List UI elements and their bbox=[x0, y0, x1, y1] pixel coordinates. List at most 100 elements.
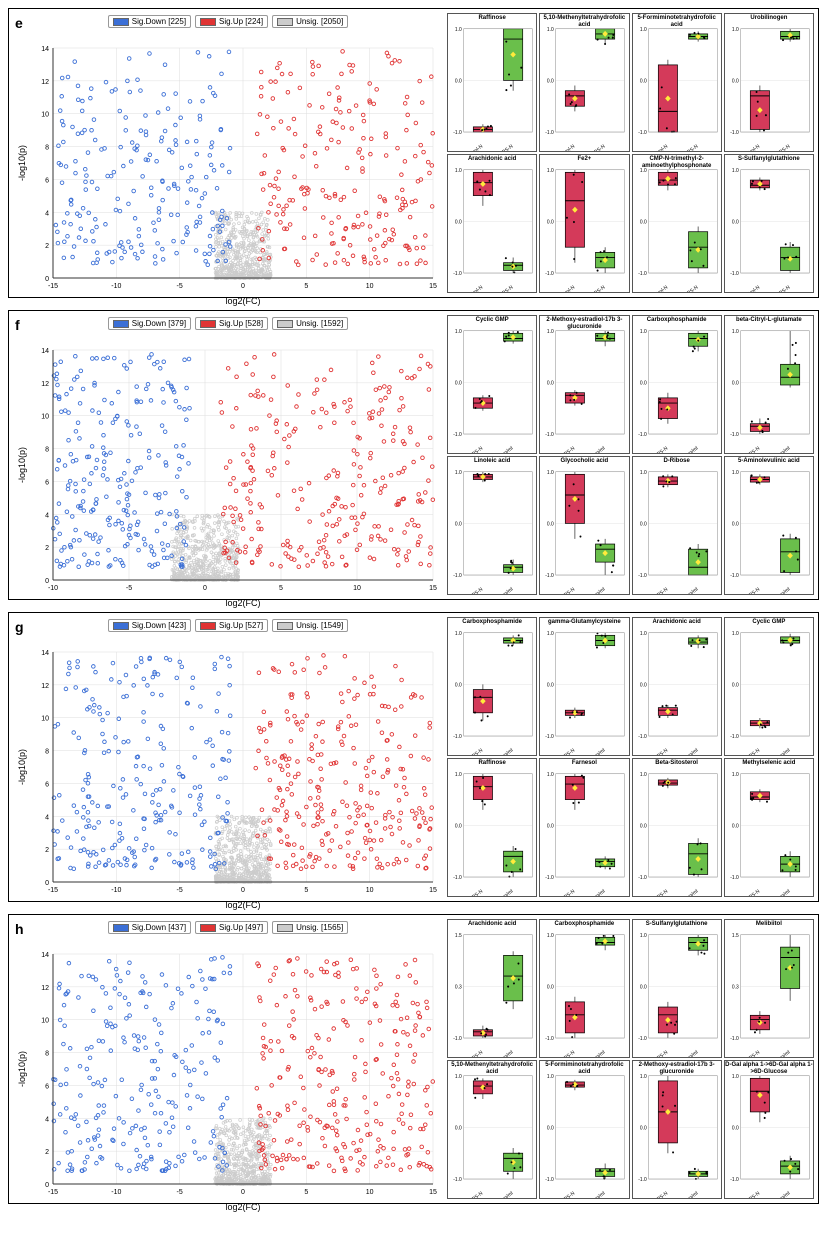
svg-text:2: 2 bbox=[45, 847, 49, 854]
svg-text:-1.0: -1.0 bbox=[546, 271, 555, 277]
boxplot-title: beta-Citryl-L-glutamate bbox=[725, 317, 813, 324]
svg-text:0.0: 0.0 bbox=[547, 521, 554, 527]
boxplot: Arachidonic acid-1.00.31.5LPS-NLPS+30ug/… bbox=[447, 919, 537, 1058]
svg-text:-1.0: -1.0 bbox=[730, 271, 739, 277]
boxplot: S-Sulfanylglutathione-1.00.01.0Control-N… bbox=[724, 154, 814, 293]
svg-text:12: 12 bbox=[41, 683, 49, 690]
svg-text:-1.0: -1.0 bbox=[730, 875, 739, 881]
svg-text:LPS-N: LPS-N bbox=[591, 143, 606, 151]
svg-text:LPS+0.3ug/ml: LPS+0.3ug/ml bbox=[578, 586, 607, 594]
boxplot-title: Beta-Sitosterol bbox=[633, 760, 721, 767]
boxplot-title: Farnesol bbox=[540, 760, 628, 767]
svg-text:0.0: 0.0 bbox=[547, 380, 554, 386]
svg-text:1.0: 1.0 bbox=[732, 168, 739, 174]
legend-down: Sig.Down [423] bbox=[108, 619, 191, 632]
svg-text:1.0: 1.0 bbox=[639, 329, 646, 335]
legend-unsig: Unsig. [2050] bbox=[272, 15, 348, 28]
svg-text:-1.0: -1.0 bbox=[546, 875, 555, 881]
svg-text:10: 10 bbox=[366, 887, 374, 894]
svg-text:0.0: 0.0 bbox=[639, 219, 646, 225]
boxplot: Carboxphosphamide-1.00.01.0LPS-NLPS+0.3u… bbox=[632, 315, 722, 454]
boxplot: beta-Citryl-L-glutamate-1.00.01.0LPS-NLP… bbox=[724, 315, 814, 454]
svg-text:LPS+0.3ug/ml: LPS+0.3ug/ml bbox=[486, 586, 515, 594]
svg-text:0.0: 0.0 bbox=[455, 823, 462, 829]
boxplot-grid: Carboxphosphamide -1.0 0.0 1.0 LPS-N LPS+3ug/… bbox=[447, 617, 814, 897]
boxplot-title: Carboxphosphamide bbox=[448, 619, 536, 626]
svg-text:1.0: 1.0 bbox=[639, 470, 646, 476]
svg-text:14: 14 bbox=[41, 46, 49, 53]
panel-g: g Sig.Down [423] Sig.Up [527] Unsig. [15… bbox=[8, 612, 819, 902]
svg-text:LPS+0.3ug/ml: LPS+0.3ug/ml bbox=[762, 445, 791, 453]
boxplot-title: Carboxphosphamide bbox=[540, 921, 628, 928]
boxplot-title: S-Sulfanylglutathione bbox=[633, 921, 721, 928]
boxplot: 5-Aminolevulinic acid-1.00.01.0LPS-NLPS+… bbox=[724, 456, 814, 595]
volcano-legend: Sig.Down [423] Sig.Up [527] Unsig. [1549… bbox=[13, 617, 443, 632]
boxplot: Linoleic acid-1.00.01.0LPS-NLPS+0.3ug/ml bbox=[447, 456, 537, 595]
legend-up: Sig.Up [527] bbox=[195, 619, 268, 632]
svg-text:LPS-N: LPS-N bbox=[561, 586, 576, 594]
svg-text:-1.0: -1.0 bbox=[638, 130, 647, 136]
volcano-plot: Sig.Down [379] Sig.Up [528] Unsig. [1592… bbox=[13, 315, 443, 595]
svg-text:LPS-N: LPS-N bbox=[684, 284, 699, 292]
svg-text:0.0: 0.0 bbox=[455, 219, 462, 225]
legend-unsig: Unsig. [1565] bbox=[272, 921, 348, 934]
svg-text:0: 0 bbox=[203, 585, 207, 592]
svg-text:Control-N: Control-N bbox=[464, 143, 485, 151]
svg-text:1.0: 1.0 bbox=[732, 470, 739, 476]
boxplot: CMP-N-trimethyl-2-aminoethylphosphonate-… bbox=[632, 154, 722, 293]
volcano-legend: Sig.Down [379] Sig.Up [528] Unsig. [1592… bbox=[13, 315, 443, 330]
svg-text:LPS+3ug/ml: LPS+3ug/ml bbox=[766, 888, 791, 896]
boxplot: Raffinose-1.00.01.0LPS-NLPS+3ug/ml bbox=[447, 758, 537, 897]
legend-down: Sig.Down [225] bbox=[108, 15, 191, 28]
svg-text:Control-N: Control-N bbox=[556, 284, 577, 292]
boxplot-title: CMP-N-trimethyl-2-aminoethylphosphonate bbox=[633, 156, 721, 169]
svg-text:LPS-N: LPS-N bbox=[746, 888, 761, 896]
svg-text:-10: -10 bbox=[111, 283, 121, 290]
svg-text:1.0: 1.0 bbox=[732, 27, 739, 33]
boxplot-title: Linoleic acid bbox=[448, 458, 536, 465]
svg-text:LPS+3ug/ml: LPS+3ug/ml bbox=[581, 888, 606, 896]
svg-text:0: 0 bbox=[45, 276, 49, 283]
svg-text:-1.0: -1.0 bbox=[638, 432, 647, 438]
svg-text:10: 10 bbox=[366, 283, 374, 290]
svg-text:1.0: 1.0 bbox=[547, 168, 554, 174]
svg-text:-5: -5 bbox=[177, 887, 183, 894]
boxplot: 5,10-Methenyltetrahydrofolic acid-1.00.0… bbox=[539, 13, 629, 152]
boxplot-title: Glycocholic acid bbox=[540, 458, 628, 465]
boxplot-title: 5,10-Methenyltetrahydrofolic acid bbox=[540, 15, 628, 28]
svg-text:0.0: 0.0 bbox=[547, 823, 554, 829]
svg-text:LPS+3ug/ml: LPS+3ug/ml bbox=[489, 888, 514, 896]
svg-text:-1.0: -1.0 bbox=[453, 734, 462, 740]
svg-text:1.0: 1.0 bbox=[455, 470, 462, 476]
svg-text:LPS+0.3ug/ml: LPS+0.3ug/ml bbox=[486, 445, 515, 453]
svg-text:-1.0: -1.0 bbox=[730, 734, 739, 740]
svg-text:LPS+3ug/ml: LPS+3ug/ml bbox=[766, 747, 791, 755]
svg-text:LPS-N: LPS-N bbox=[684, 143, 699, 151]
boxplot-title: Melibiitol bbox=[725, 921, 813, 928]
boxplot: D-Ribose-1.00.01.0LPS-NLPS+0.3ug/ml bbox=[632, 456, 722, 595]
svg-text:0.0: 0.0 bbox=[455, 380, 462, 386]
volcano-plot: Sig.Down [225] Sig.Up [224] Unsig. [2050… bbox=[13, 13, 443, 293]
boxplot-title: Urobilinogen bbox=[725, 15, 813, 22]
boxplot-title: Cyclic GMP bbox=[448, 317, 536, 324]
svg-text:-1.0: -1.0 bbox=[453, 432, 462, 438]
svg-text:log2(FC): log2(FC) bbox=[225, 900, 260, 910]
svg-text:0: 0 bbox=[45, 578, 49, 585]
svg-text:0.0: 0.0 bbox=[732, 823, 739, 829]
svg-text:-1.0: -1.0 bbox=[730, 130, 739, 136]
svg-text:-1.0: -1.0 bbox=[546, 130, 555, 136]
svg-text:0: 0 bbox=[241, 283, 245, 290]
svg-text:14: 14 bbox=[41, 650, 49, 657]
svg-text:Control-N: Control-N bbox=[648, 143, 669, 151]
svg-text:-1.0: -1.0 bbox=[453, 271, 462, 277]
svg-text:LPS-N: LPS-N bbox=[469, 888, 484, 896]
svg-text:1.0: 1.0 bbox=[639, 772, 646, 778]
svg-text:LPS-N: LPS-N bbox=[591, 284, 606, 292]
svg-text:Control-N: Control-N bbox=[648, 284, 669, 292]
boxplot: D-Gal alpha 1->6D-Gal alpha 1->6D-Glucos… bbox=[724, 1060, 814, 1199]
svg-text:-1.0: -1.0 bbox=[453, 130, 462, 136]
svg-text:1.0: 1.0 bbox=[455, 631, 462, 637]
svg-text:LPS-N: LPS-N bbox=[653, 586, 668, 594]
boxplot: Urobilinogen-1.00.01.0Control-NLPS-N bbox=[724, 13, 814, 152]
boxplot-title: Raffinose bbox=[448, 760, 536, 767]
